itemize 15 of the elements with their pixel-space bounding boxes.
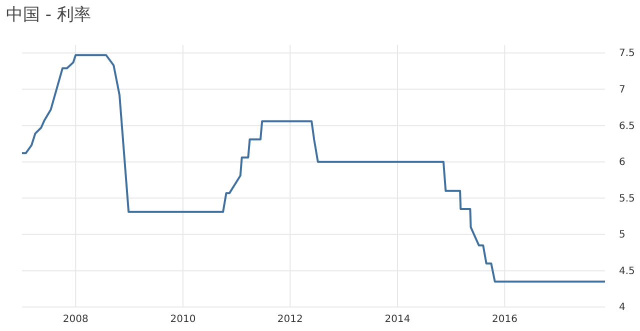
x-tick-label: 2008 [62,314,88,326]
line-series [21,54,606,283]
y-tick-label: 5 [619,230,626,241]
x-tick-label: 2016 [492,314,518,326]
y-tick-label: 5.5 [619,193,635,204]
y-tick-label: 6 [619,157,626,168]
y-tick-label: 4 [619,302,626,314]
x-tick-label: 2010 [170,314,196,326]
y-tick-label: 7.5 [619,48,635,60]
chart-title: 中国 - 利率 [6,5,91,25]
x-tick-label: 2012 [277,314,303,326]
y-tick-label: 7 [619,84,626,96]
y-tick-label: 4.5 [619,266,635,277]
y-tick-label: 6.5 [619,120,635,132]
x-tick-label: 2014 [384,314,410,326]
